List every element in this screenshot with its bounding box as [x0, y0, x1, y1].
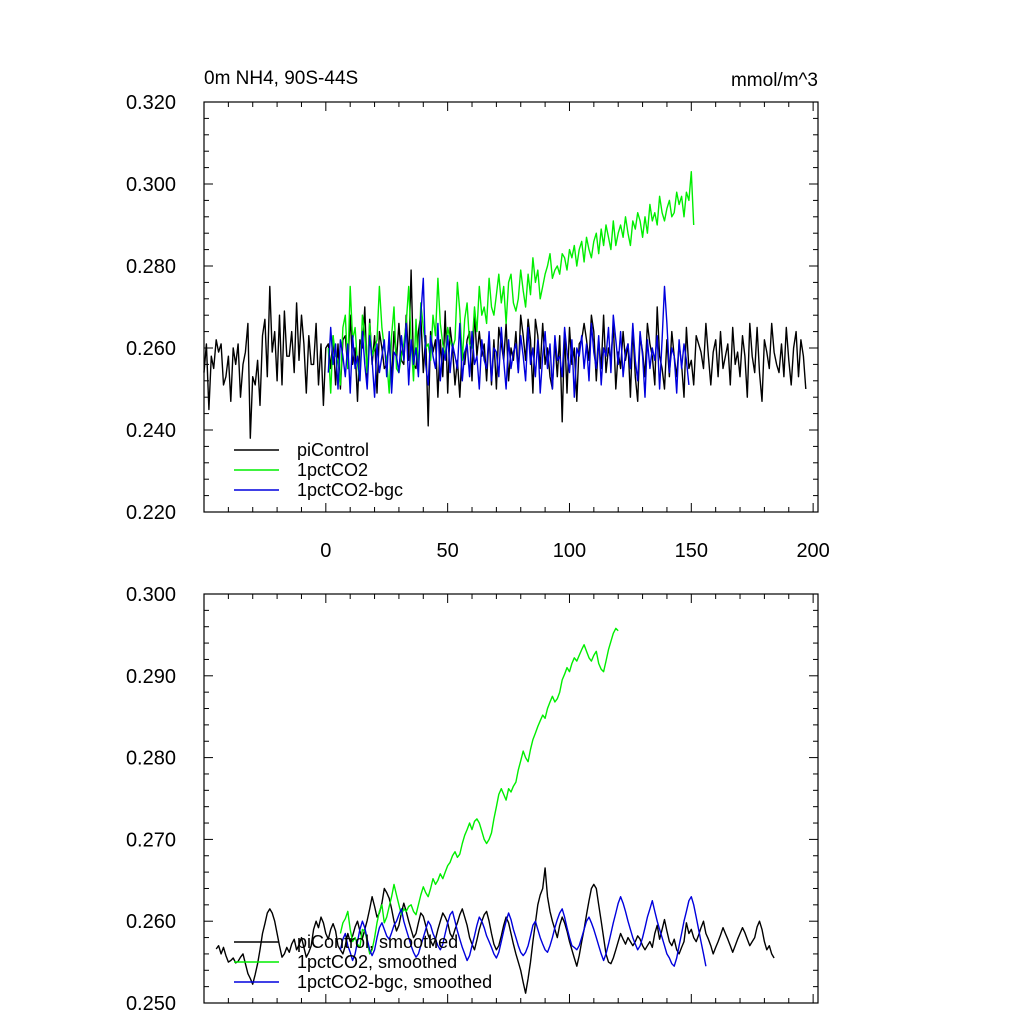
- series-line-picontrol: [203, 269, 807, 439]
- y-tick-label: 0.300: [126, 584, 176, 606]
- top-title-right: mmol/m^3: [731, 70, 818, 91]
- legend-label: 1pctCO2-bgc, smoothed: [297, 972, 492, 992]
- x-tick-label: 200: [796, 540, 829, 562]
- series-line-1pctco2-smoothed: [339, 627, 619, 955]
- top-panel: 0m NH4, 90S-44S mmol/m^3 0.220 0.240 0.260…: [126, 68, 830, 562]
- bottom-panel: 0.250 0.260 0.270 0.280 0.290 0.300 piControl,…: [126, 584, 819, 1015]
- legend-label: 1pctCO2, smoothed: [297, 952, 457, 972]
- plot-frame: [203, 101, 819, 513]
- y-tick-label: 0.270: [126, 829, 176, 851]
- y-tick-label: 0.290: [126, 666, 176, 688]
- series-line-1pctco2-bgc-smoothed: [339, 896, 707, 967]
- legend-label: piControl, smoothed: [297, 932, 458, 952]
- y-tick-label: 0.220: [126, 502, 176, 524]
- y-tick-label: 0.280: [126, 256, 176, 278]
- legend-label: 1pctCO2-bgc: [297, 480, 403, 500]
- x-tick-label: 50: [437, 540, 459, 562]
- legend-label: 1pctCO2: [297, 460, 368, 480]
- y-tick-label: 0.280: [126, 748, 176, 770]
- y-tick-label: 0.250: [126, 993, 176, 1015]
- x-tick-label: 150: [675, 540, 708, 562]
- y-tick-label: 0.320: [126, 92, 176, 114]
- y-tick-label: 0.240: [126, 420, 176, 442]
- series-line-1pctco2-bgc: [327, 277, 690, 398]
- x-tick-label: 100: [553, 540, 586, 562]
- legend-label: piControl: [297, 440, 369, 460]
- y-tick-label: 0.260: [126, 338, 176, 360]
- y-tick-label: 0.260: [126, 911, 176, 933]
- plot-frame: [203, 593, 819, 1004]
- x-tick-label: 0: [320, 540, 331, 562]
- series-line-1pctco2: [327, 170, 695, 394]
- y-tick-label: 0.300: [126, 174, 176, 196]
- series-line-picontrol-smoothed: [215, 867, 775, 994]
- top-title-left: 0m NH4, 90S-44S: [204, 68, 358, 89]
